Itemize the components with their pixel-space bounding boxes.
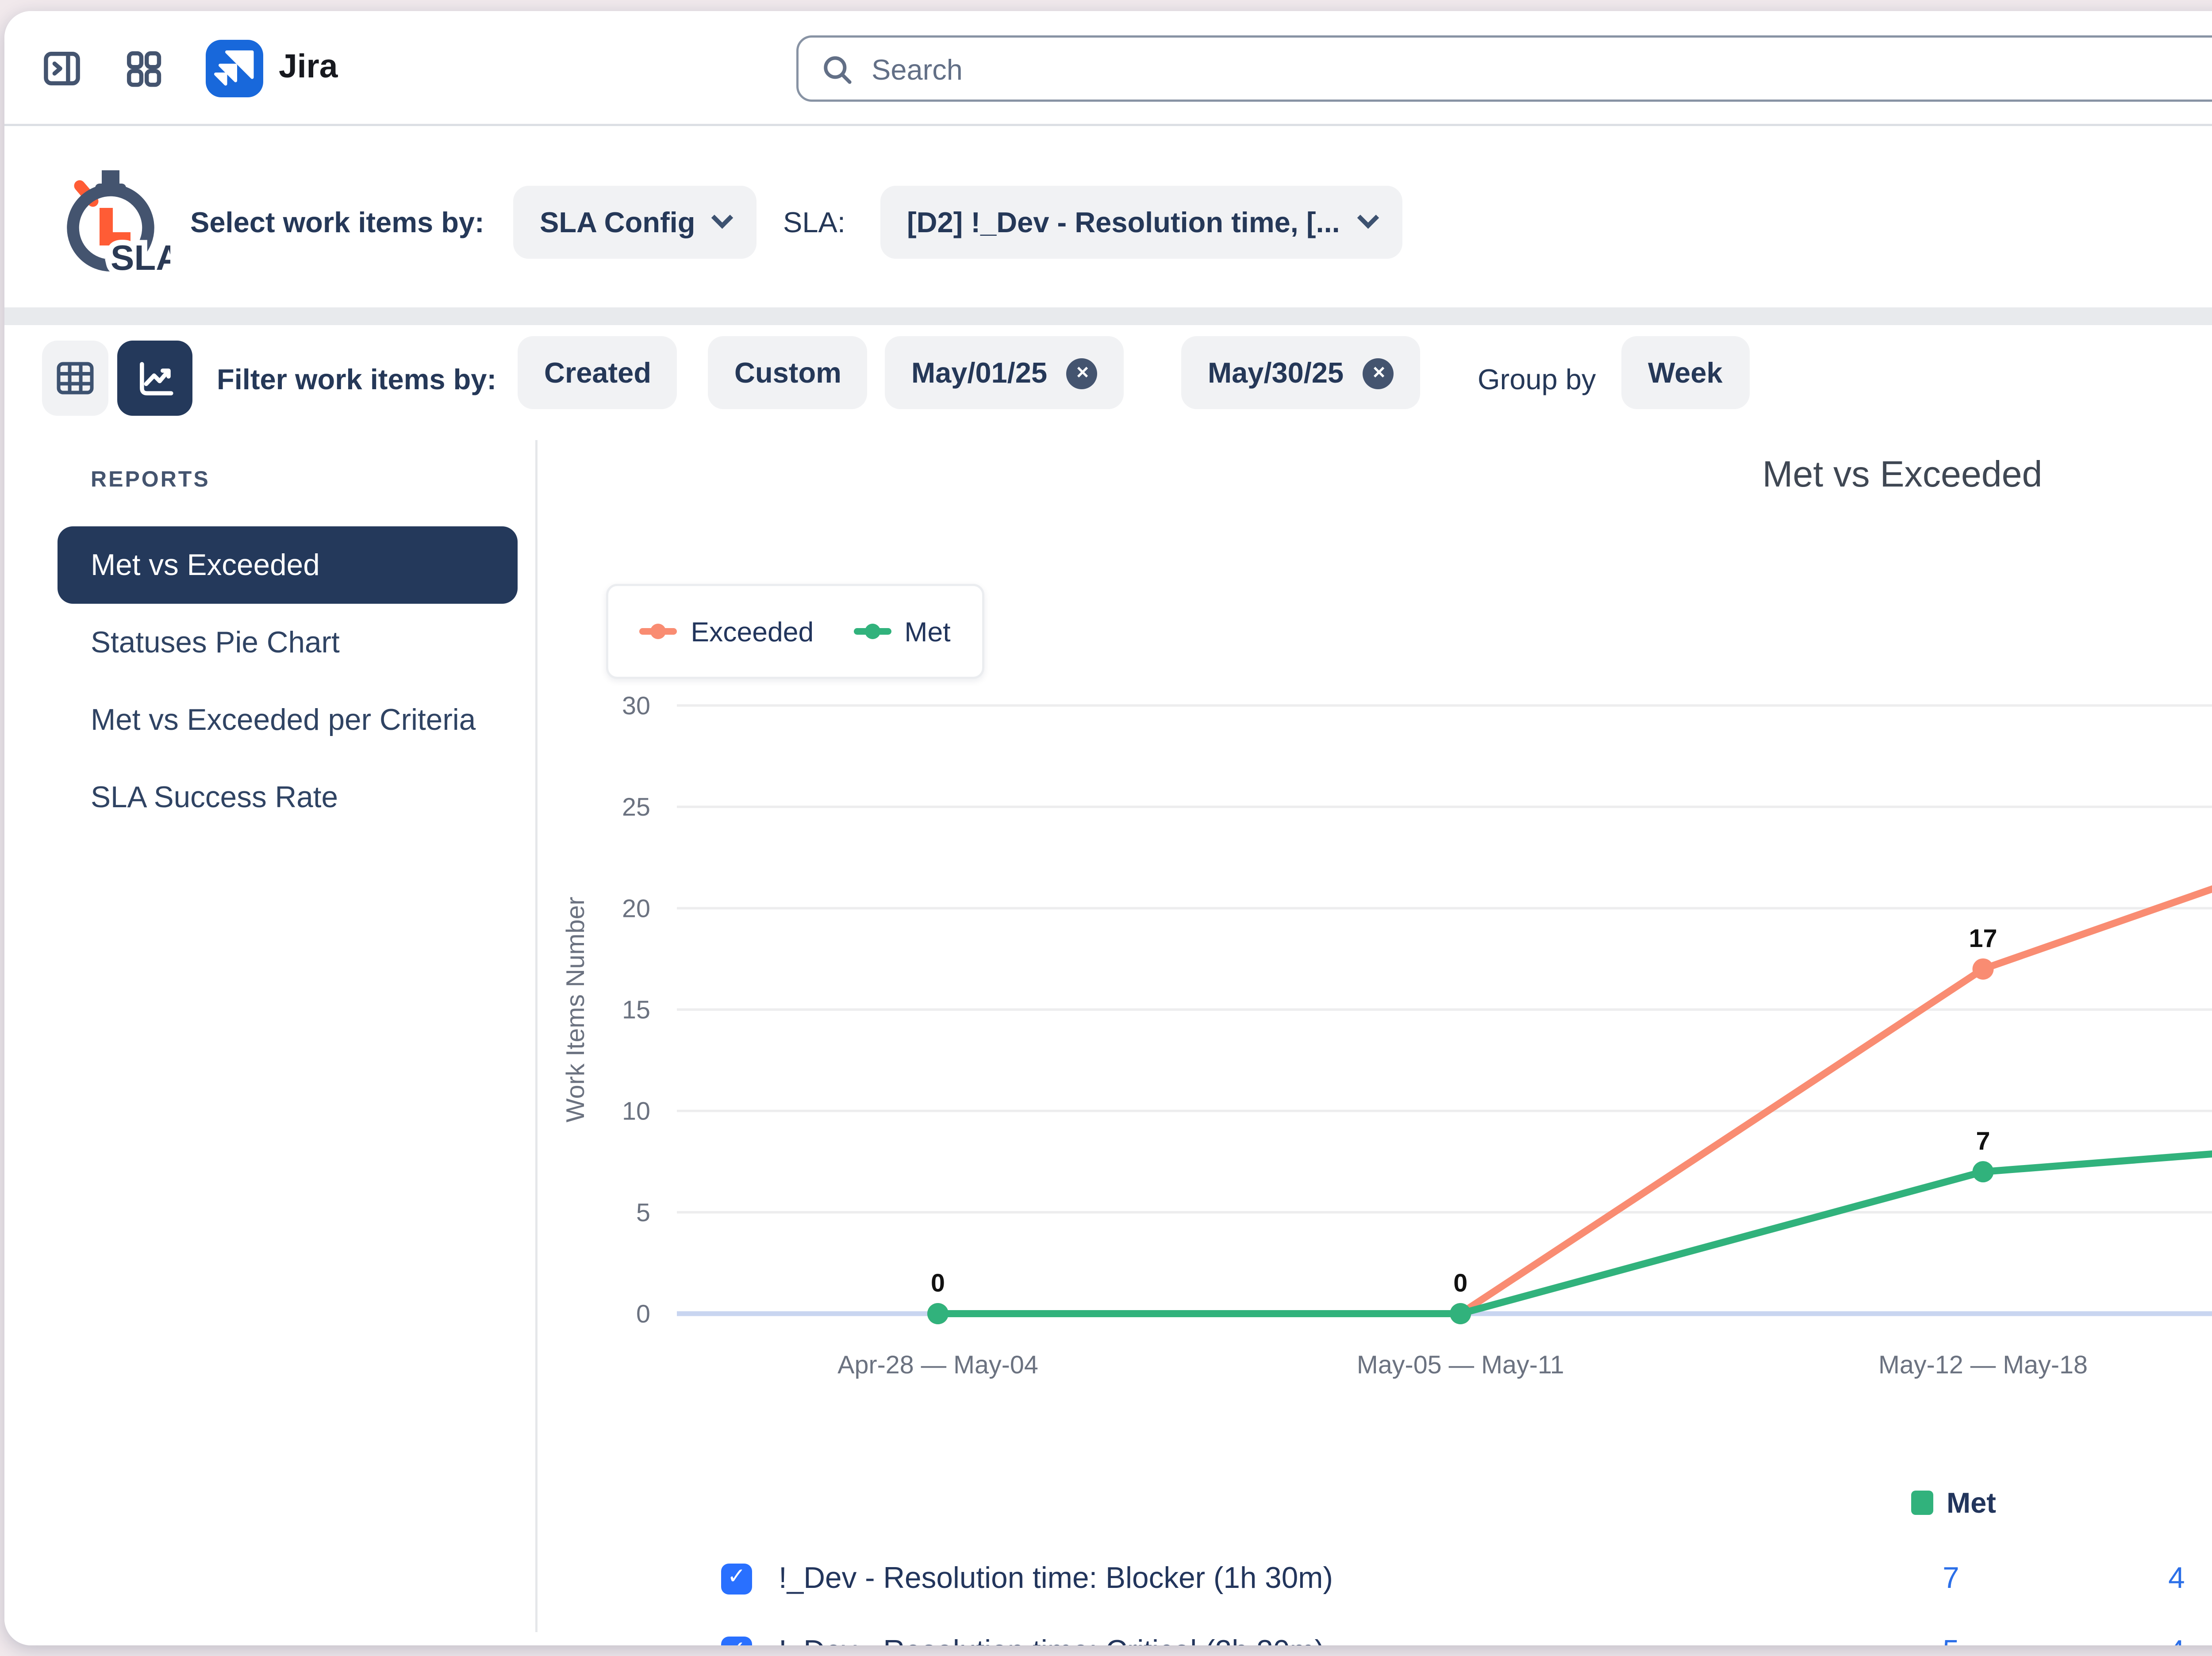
page: Jira Search + Create	[0, 0, 2212, 1656]
sidebar-item[interactable]: Statuses Pie Chart	[58, 604, 518, 681]
collapse-sidebar-icon[interactable]	[40, 46, 84, 91]
data-point-label: 17	[1969, 924, 1997, 953]
filter-work-items-label: Filter work items by:	[217, 363, 496, 396]
legend-marker-icon	[853, 624, 891, 639]
date-from-value: May/01/25	[911, 356, 1047, 389]
svg-text:SLA: SLA	[111, 238, 170, 277]
app-switcher-icon[interactable]	[122, 46, 166, 91]
series-swatch-icon	[1911, 1491, 1933, 1515]
chart-title: Met vs Exceeded	[535, 456, 2212, 498]
search-placeholder: Search	[872, 52, 963, 85]
date-from-chip[interactable]: May/01/25 ✕	[885, 336, 1125, 409]
app-window: Jira Search + Create	[4, 11, 2212, 1645]
reports-section-title: REPORTS	[91, 469, 210, 493]
y-tick-label: 30	[622, 692, 650, 720]
summary-table-header: MetExceeded	[4, 1486, 2212, 1530]
y-tick-label: 25	[622, 793, 650, 821]
jira-logo-icon[interactable]	[206, 40, 263, 97]
group-by-value: Week	[1648, 356, 1723, 389]
reports-list: Met vs ExceededStatuses Pie ChartMet vs …	[58, 526, 518, 836]
table-column-header: Met	[1911, 1486, 1996, 1519]
chevron-down-icon	[712, 207, 733, 229]
y-axis-title: Work Items Number	[561, 897, 590, 1122]
data-point[interactable]	[927, 1303, 949, 1324]
group-by-label: Group by	[1478, 363, 1596, 396]
met-count-link[interactable]: 7	[1907, 1561, 1995, 1595]
x-axis-label: Apr-28 — May-04	[837, 1351, 1038, 1379]
created-chip-label: Created	[544, 356, 651, 389]
legend-label: Exceeded	[691, 616, 814, 647]
clear-date-icon[interactable]: ✕	[1067, 357, 1098, 388]
filter-chip-created[interactable]: Created	[518, 336, 678, 409]
sla-config-value: SLA Config	[540, 206, 695, 239]
y-tick-label: 10	[622, 1097, 650, 1126]
x-axis-label: May-12 — May-18	[1878, 1351, 2088, 1379]
sla-header-row: SLA Select work items by: SLA Config SLA…	[4, 128, 2212, 307]
criteria-label: !_Dev - Resolution time: Blocker (1h 30m…	[779, 1561, 1333, 1595]
sla-dropdown[interactable]: [D2] !_Dev - Resolution time, [...	[880, 186, 1402, 259]
x-axis-label: May-05 — May-11	[1357, 1351, 1564, 1379]
y-tick-label: 15	[622, 996, 650, 1024]
y-tick-label: 5	[636, 1199, 650, 1227]
search-input[interactable]: Search	[796, 35, 2212, 102]
chart-legend: Exceeded Met	[606, 584, 984, 679]
jira-wordmark: Jira	[279, 49, 338, 86]
row-checkbox[interactable]: ✓	[721, 1564, 752, 1595]
filter-chip-custom[interactable]: Custom	[708, 336, 868, 409]
met-count-link[interactable]: 5	[1907, 1634, 1995, 1645]
chart-view-toggle-selected[interactable]	[117, 341, 192, 416]
section-divider	[4, 307, 2212, 325]
top-navigation-bar: Jira Search + Create	[4, 11, 2212, 126]
line-chart: 0 5 10 15 20 25 30 Work Items Number Apr-28 — Ma…	[557, 675, 2212, 1426]
sidebar-divider	[535, 440, 538, 1632]
date-to-value: May/30/25	[1208, 356, 1344, 389]
sidebar-item[interactable]: Met vs Exceeded	[58, 526, 518, 604]
exceeded-count-link[interactable]: 4	[2132, 1561, 2212, 1595]
sla-label: SLA:	[783, 206, 845, 239]
group-by-value-chip[interactable]: Week	[1621, 336, 1749, 409]
series-line	[938, 786, 2212, 1314]
legend-label: Met	[904, 616, 950, 647]
data-point-label: 7	[1976, 1127, 1990, 1155]
sidebar-item[interactable]: SLA Success Rate	[58, 759, 518, 836]
series-line	[938, 1131, 2212, 1314]
table-row: ✓ !_Dev - Resolution time: Critical (2h 3…	[721, 1632, 2212, 1645]
sla-config-dropdown[interactable]: SLA Config	[513, 186, 757, 259]
y-tick-label: 20	[622, 894, 650, 923]
clear-date-icon[interactable]: ✕	[1363, 357, 1394, 388]
data-point[interactable]	[1973, 1161, 1994, 1182]
data-point-label: 0	[931, 1269, 945, 1297]
row-checkbox[interactable]: ✓	[721, 1637, 752, 1645]
report-area: REPORTS Met vs ExceededStatuses Pie Char…	[4, 431, 2212, 1645]
legend-marker-icon	[640, 624, 677, 639]
sla-dropdown-value: [D2] !_Dev - Resolution time, [...	[907, 206, 1340, 239]
data-point-label: 0	[1453, 1269, 1467, 1297]
sla-app-logo: SLA	[51, 159, 170, 279]
sidebar-item[interactable]: Met vs Exceeded per Criteria	[58, 681, 518, 759]
exceeded-count-link[interactable]: 4	[2132, 1634, 2212, 1645]
data-point[interactable]	[1973, 958, 1994, 980]
legend-item[interactable]: Met	[853, 616, 950, 647]
criteria-label: !_Dev - Resolution time: Critical (2h 30…	[779, 1634, 1325, 1645]
select-work-items-label: Select work items by:	[190, 206, 484, 239]
filter-toolbar: Filter work items by: Created Custom May…	[4, 325, 2212, 431]
table-view-toggle[interactable]	[42, 341, 108, 416]
table-row: ✓ !_Dev - Resolution time: Blocker (1h 30…	[721, 1559, 2212, 1603]
data-point[interactable]	[1450, 1303, 1471, 1324]
search-icon	[821, 52, 854, 85]
y-tick-label: 0	[636, 1300, 650, 1328]
chevron-down-icon	[1357, 207, 1379, 229]
date-to-chip[interactable]: May/30/25 ✕	[1181, 336, 1421, 409]
legend-item[interactable]: Exceeded	[640, 616, 814, 647]
custom-chip-label: Custom	[734, 356, 841, 389]
